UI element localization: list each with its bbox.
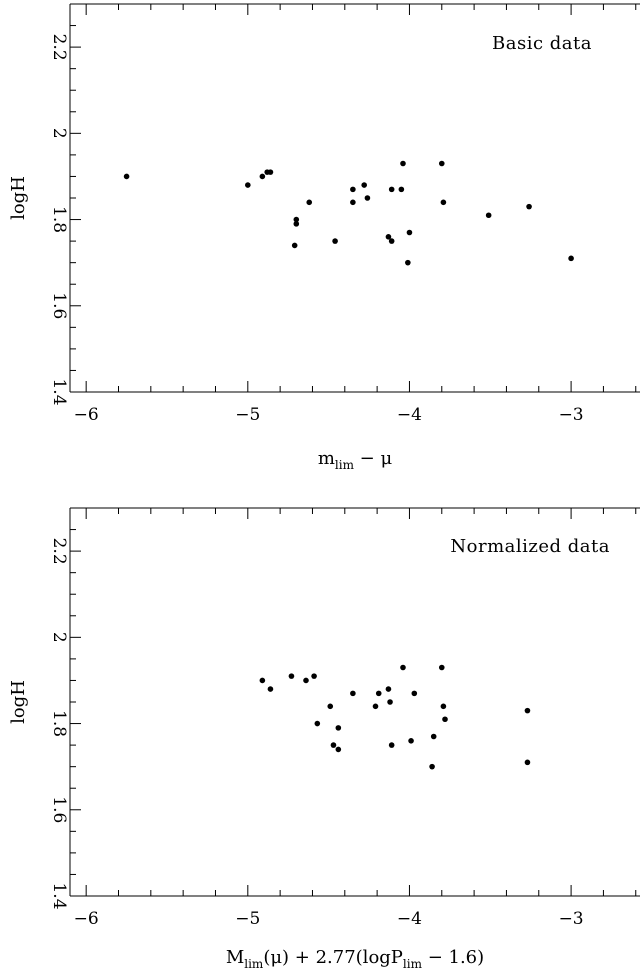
data-point — [293, 216, 300, 223]
x-axis-title-rest: (μ) + 2.77(logP — [263, 947, 403, 968]
x-axis-title-base: m — [318, 448, 335, 469]
x-axis-title-base: M — [226, 947, 244, 968]
y-tick-label: 1.8 — [49, 206, 69, 233]
data-point — [372, 703, 379, 710]
data-point — [350, 199, 356, 206]
data-point — [364, 195, 371, 201]
data-point — [288, 673, 295, 679]
data-point — [332, 238, 338, 244]
panel-annotation: Normalized data — [450, 536, 610, 557]
y-tick-label: 2 — [49, 632, 69, 643]
data-point — [291, 242, 298, 249]
data-point — [408, 738, 414, 744]
x-tick-label: −4 — [397, 405, 422, 425]
data-point — [524, 707, 531, 714]
data-point — [123, 173, 130, 180]
y-tick-label: 2 — [49, 128, 69, 139]
data-point — [335, 746, 342, 753]
data-point — [430, 733, 437, 740]
data-point — [524, 759, 531, 766]
data-point — [438, 160, 445, 167]
data-point — [245, 182, 251, 188]
y-tick-label: 1.4 — [49, 378, 69, 405]
y-tick-label: 2.2 — [49, 34, 69, 61]
y-tick-label: 1.8 — [49, 710, 69, 737]
data-point — [350, 690, 356, 697]
data-point — [306, 199, 313, 206]
data-point — [438, 664, 445, 671]
x-axis-title-sub: lim — [335, 458, 355, 472]
x-tick-label: −6 — [74, 909, 99, 929]
data-point — [526, 203, 532, 210]
x-axis-title-sub2: lim — [403, 957, 423, 971]
data-point — [267, 686, 274, 692]
data-point — [411, 690, 418, 697]
data-point — [361, 182, 367, 188]
data-point — [335, 725, 342, 731]
x-axis-title-rest: − μ — [354, 448, 393, 469]
data-point — [388, 238, 395, 244]
data-point — [440, 199, 447, 206]
x-tick-label: −3 — [559, 405, 584, 425]
panel-annotation: Basic data — [492, 33, 592, 54]
data-point — [259, 173, 266, 180]
data-point — [388, 186, 395, 193]
data-point — [406, 229, 413, 236]
data-point — [327, 703, 334, 710]
data-point — [388, 742, 395, 748]
data-point — [400, 664, 406, 671]
y-tick-label: 1.6 — [49, 796, 69, 823]
data-point — [568, 255, 574, 262]
data-point — [398, 186, 405, 193]
x-tick-label: −5 — [235, 405, 260, 425]
x-axis-title: Mlim(μ) + 2.77(logPlim − 1.6) — [226, 947, 484, 971]
y-tick-label: 1.4 — [49, 882, 69, 909]
data-point — [387, 699, 393, 705]
data-point — [350, 186, 356, 193]
x-axis-title-sub: lim — [244, 957, 264, 971]
panel-basic-data: −6 −5 −4 −3 1.4 1.6 1.8 2 2.2 logH Basic data mlim … — [8, 3, 640, 472]
x-axis-title: mlim − μ — [318, 448, 393, 472]
data-point — [405, 259, 411, 266]
data-point — [314, 720, 321, 727]
x-tick-label: −5 — [235, 909, 260, 929]
data-point — [442, 716, 448, 723]
x-tick-label: −4 — [397, 909, 422, 929]
data-point — [440, 703, 447, 710]
y-tick-label: 1.6 — [49, 292, 69, 319]
data-point — [311, 673, 317, 679]
x-tick-label: −6 — [74, 405, 99, 425]
data-point — [267, 169, 274, 175]
data-point — [303, 677, 309, 684]
y-tick-label: 2.2 — [49, 538, 69, 565]
data-point — [330, 742, 337, 748]
data-point — [385, 234, 392, 240]
data-point — [429, 763, 435, 770]
y-axis-title: logH — [8, 176, 29, 220]
data-point — [485, 212, 492, 219]
data-point — [293, 221, 300, 227]
panel-normalized-data: −6 −5 −4 −3 1.4 1.6 1.8 2 2.2 logH Normalized data… — [8, 507, 640, 971]
x-axis-title-rest2: − 1.6) — [422, 947, 484, 968]
y-axis-title: logH — [8, 680, 29, 724]
data-point — [400, 160, 406, 167]
data-point — [259, 677, 266, 684]
data-point — [385, 686, 392, 692]
x-tick-label: −3 — [559, 909, 584, 929]
data-point — [375, 690, 382, 697]
